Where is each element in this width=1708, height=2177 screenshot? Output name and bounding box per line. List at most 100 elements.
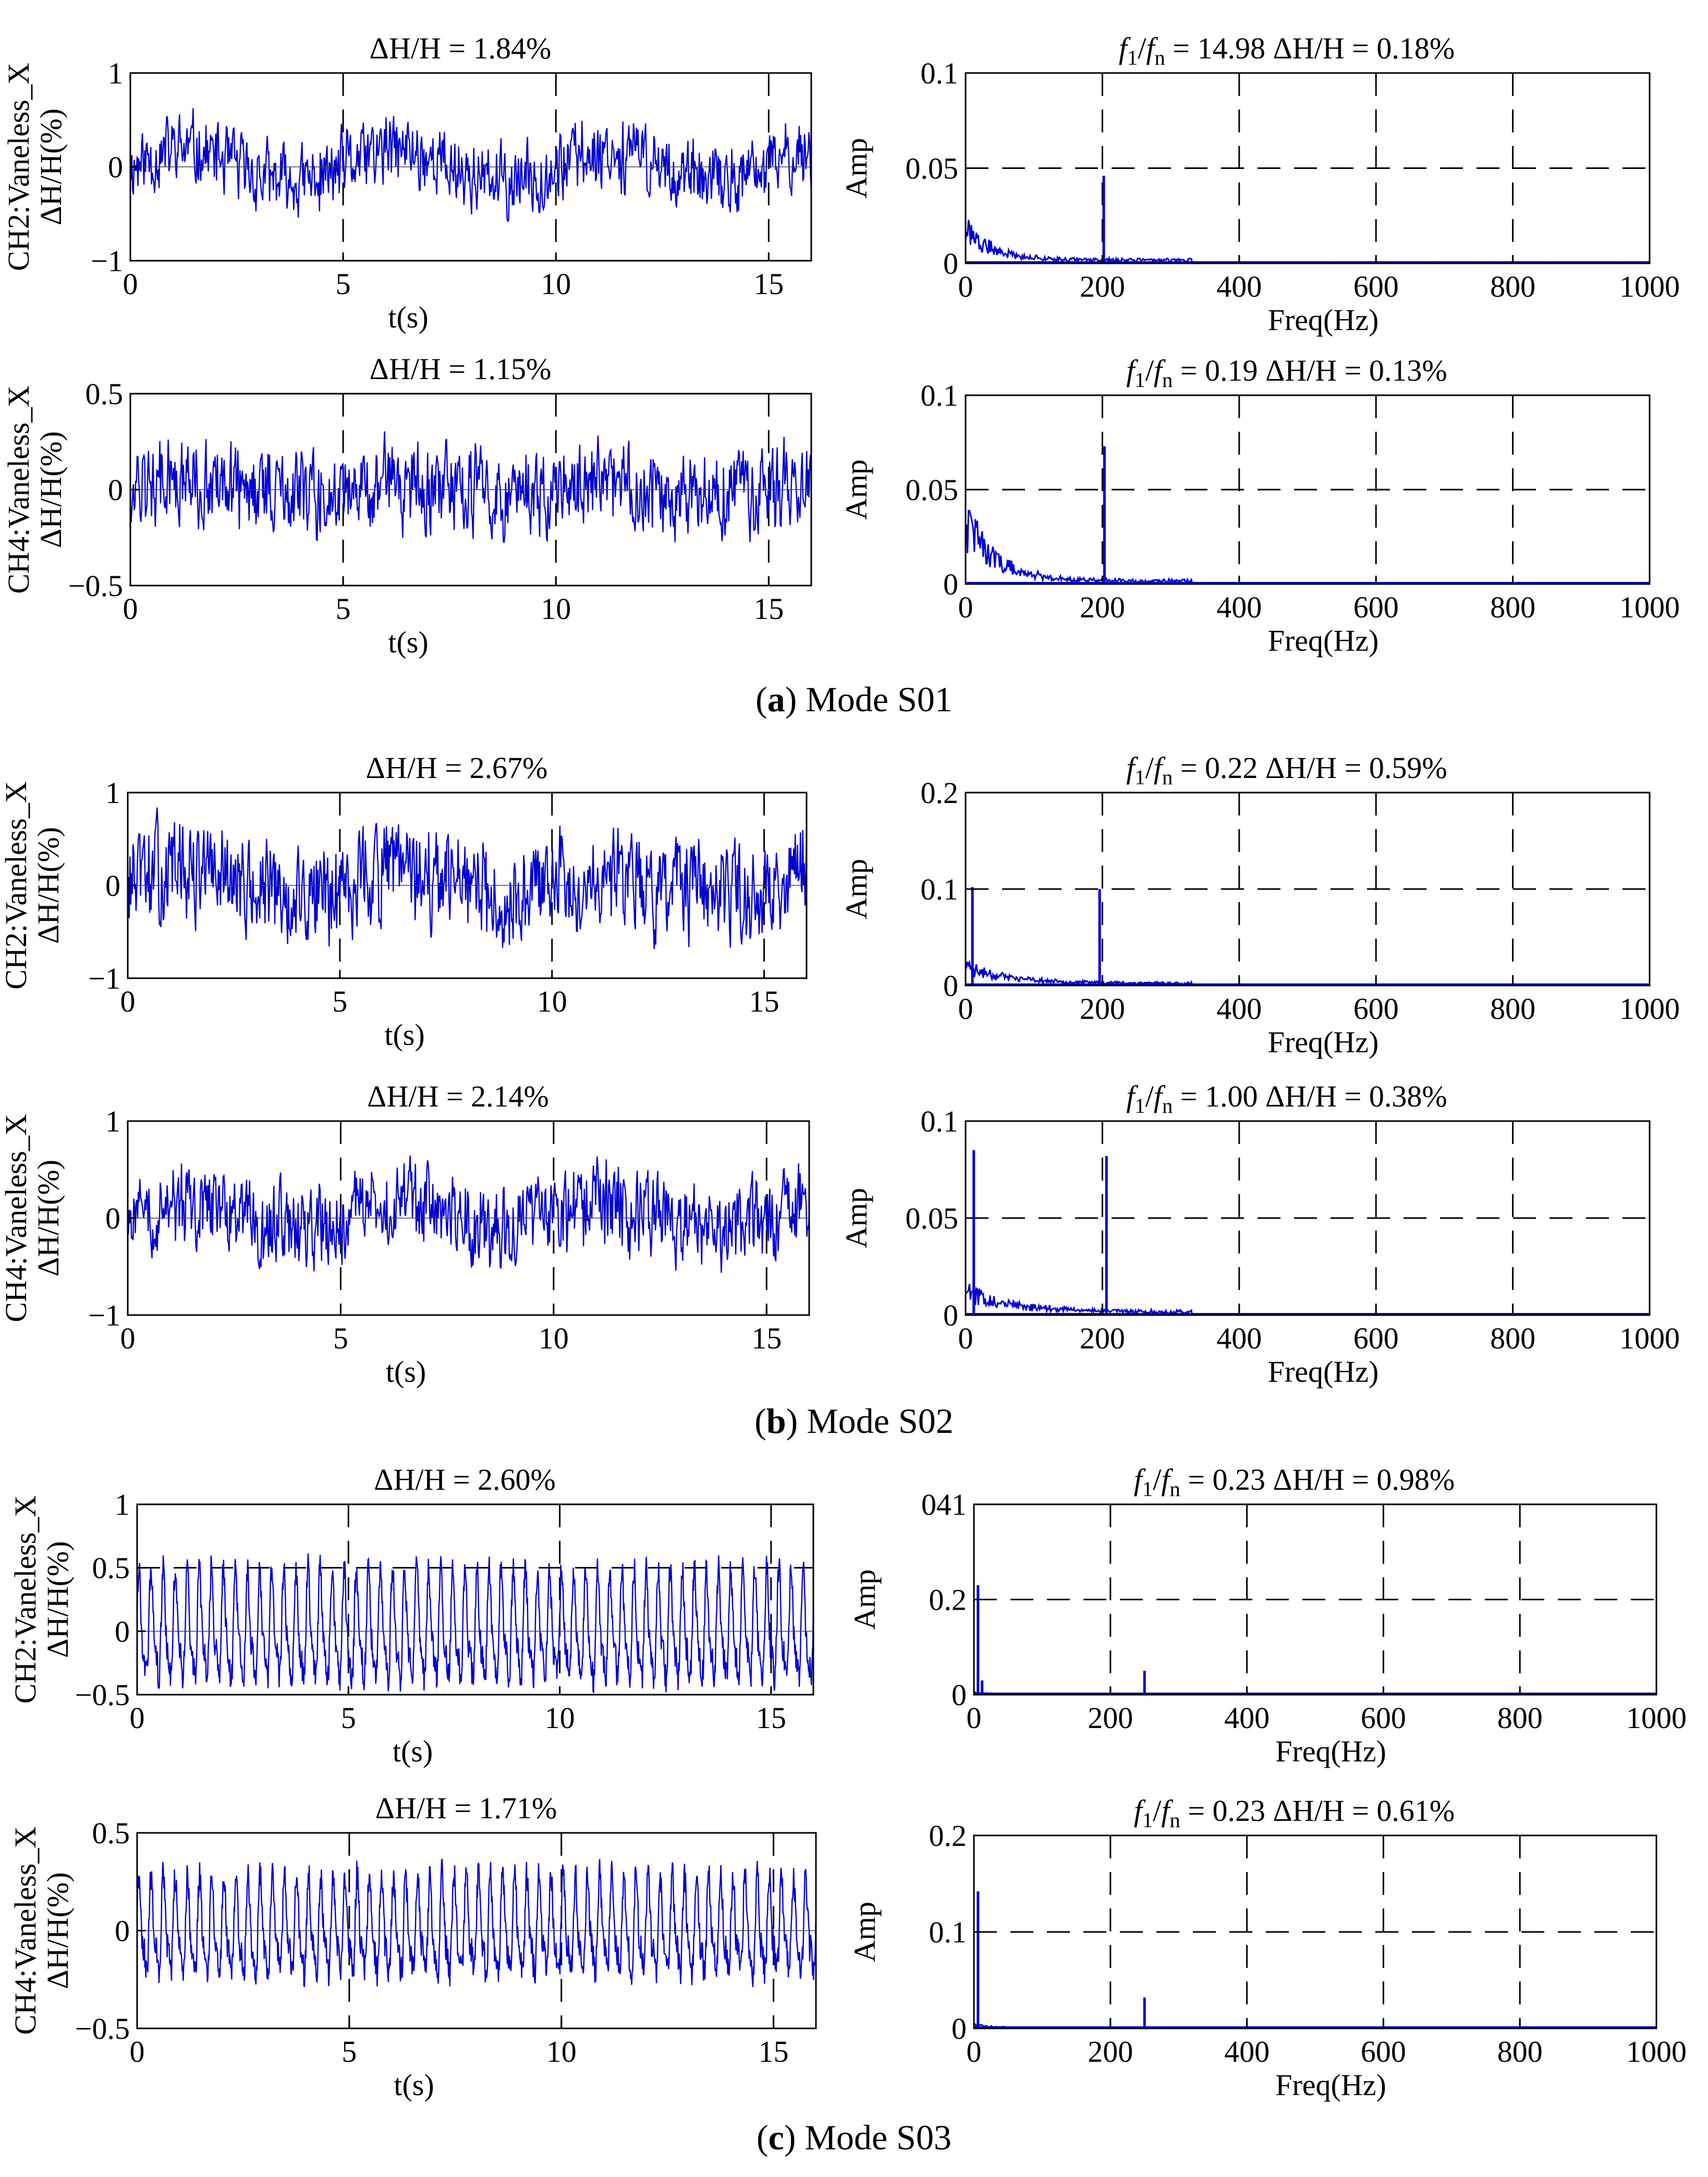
x-tick-label: 5	[332, 984, 347, 1018]
x-tick-label: 400	[1216, 270, 1262, 303]
x-tick-label: 1000	[1626, 1701, 1687, 1735]
x-tick-label: 800	[1490, 590, 1535, 624]
x-tick-label: 15	[753, 267, 784, 301]
y-axis-label: Amp	[839, 859, 873, 919]
chart-title: f1/fn = 14.98 ΔH/H = 0.18%	[1119, 31, 1455, 69]
y-tick-label: 0	[115, 1914, 130, 1948]
x-tick-label: 600	[1361, 1701, 1406, 1735]
x-tick-label: 15	[759, 2035, 789, 2069]
x-tick-label: 10	[546, 2035, 577, 2069]
x-tick-label: 10	[541, 267, 571, 301]
y-axis-label-channel: CH2:Vaneless_X	[2, 63, 35, 271]
chart-title: f1/fn = 0.19 ΔH/H = 0.13%	[1126, 354, 1447, 392]
y-axis-label-unit: ΔH/H(%)	[34, 108, 68, 225]
y-tick-label: 0.1	[921, 379, 959, 412]
x-tick-label: 200	[1080, 992, 1125, 1026]
caption-b: (b) Mode S02	[754, 1401, 954, 1441]
y-tick-label: −1	[91, 244, 123, 278]
y-tick-label: 0.05	[906, 473, 959, 507]
y-tick-label: 0.5	[92, 1551, 130, 1585]
x-tick-label: 0	[967, 1701, 982, 1735]
x-tick-label: 200	[1088, 1701, 1133, 1735]
x-tick-label: 1000	[1619, 590, 1680, 624]
y-axis-label: Amp	[848, 1570, 882, 1630]
x-tick-label: 5	[341, 1701, 356, 1735]
x-tick-label: 10	[539, 1321, 569, 1355]
x-tick-label: 200	[1080, 270, 1125, 303]
x-tick-label: 15	[749, 984, 779, 1018]
series-b-ch4-time	[127, 1155, 810, 1273]
y-tick-label: 1	[105, 776, 120, 810]
y-axis-label: Amp	[839, 1188, 873, 1248]
x-tick-label: 400	[1216, 1321, 1262, 1355]
y-tick-label: 0	[951, 2012, 967, 2046]
y-tick-label: −0.5	[75, 1678, 130, 1712]
y-axis-label-unit: ΔH/H(%)	[34, 431, 68, 548]
y-tick-label: 0	[105, 1201, 120, 1235]
y-axis-label-channel: CH2:Vaneless_X	[8, 1495, 42, 1704]
x-axis-label: t(s)	[393, 1734, 433, 1768]
y-axis-label: Amp	[848, 1902, 882, 1962]
x-tick-label: 5	[336, 592, 351, 626]
y-axis-label-unit: ΔH/H(%)	[41, 1872, 75, 1989]
y-axis-label-channel: CH4:Vaneless_X	[0, 1114, 33, 1322]
x-tick-label: 400	[1224, 1701, 1270, 1735]
x-axis-label: t(s)	[386, 1355, 426, 1389]
y-tick-label: 0.2	[929, 1583, 967, 1617]
x-tick-label: 1000	[1619, 1321, 1680, 1355]
x-tick-label: 0	[958, 270, 973, 303]
x-tick-label: 600	[1353, 992, 1399, 1026]
x-axis-label: t(s)	[388, 625, 428, 659]
chart-title: ΔH/H = 1.84%	[370, 31, 552, 65]
panel-c-ch2-spec: 0 200 400 600 800 1000 0 0.2 041 f1/fn = 0.23 ΔH/…	[848, 1463, 1687, 1768]
x-tick-label: 15	[753, 592, 784, 626]
x-tick-label: 1000	[1619, 270, 1680, 303]
y-tick-label: −0.5	[75, 2012, 130, 2046]
x-tick-label: 600	[1361, 2035, 1406, 2069]
y-tick-label: 0.05	[906, 152, 959, 186]
panel-b-ch2-spec: 0 200 400 600 800 1000 0 0.1 0.2 f1/fn = 0.22 ΔH/…	[839, 751, 1680, 1059]
x-tick-label: 200	[1088, 2035, 1133, 2069]
panel-b-ch4-spec: 0 200 400 600 800 1000 0 0.05 0.1 f1/fn = 1.00 ΔH…	[839, 1079, 1680, 1389]
y-tick-label: 0	[951, 1678, 967, 1712]
x-axis-label: Freq(Hz)	[1268, 1355, 1379, 1389]
series-c-ch2-time	[136, 1553, 814, 1694]
y-axis-label-unit: ΔH/H(%)	[31, 1160, 65, 1276]
x-tick-label: 10	[545, 1701, 575, 1735]
chart-title: ΔH/H = 2.67%	[366, 751, 548, 785]
x-axis-label: t(s)	[388, 300, 428, 334]
x-axis-label: Freq(Hz)	[1268, 1025, 1379, 1059]
x-axis-label: Freq(Hz)	[1275, 1734, 1386, 1768]
x-tick-label: 400	[1224, 2035, 1270, 2069]
caption-c: (c) Mode S03	[757, 2118, 951, 2157]
x-tick-label: 800	[1490, 992, 1535, 1026]
y-tick-label: 0.1	[929, 1915, 967, 1949]
x-axis-label: Freq(Hz)	[1268, 624, 1379, 658]
x-tick-label: 400	[1216, 590, 1262, 624]
y-tick-label: 0.5	[92, 1816, 130, 1850]
x-tick-label: 15	[756, 1701, 786, 1735]
caption-a: (a) Mode S01	[755, 679, 953, 719]
y-tick-label: 0.5	[86, 377, 124, 411]
x-axis-label: Freq(Hz)	[1268, 303, 1379, 337]
panel-c-ch4-spec: 0 200 400 600 800 1000 0 0.1 0.2 f1/fn = 0.23 ΔH/…	[848, 1794, 1687, 2102]
y-tick-label: 1	[115, 1488, 130, 1522]
y-tick-label: 0	[943, 567, 958, 601]
y-tick-label: 0	[108, 150, 123, 184]
x-tick-label: 200	[1080, 1321, 1125, 1355]
series-b-ch2-time	[127, 807, 808, 950]
x-tick-label: 5	[333, 1321, 348, 1355]
y-tick-label: 0	[943, 969, 958, 1003]
y-axis-label-channel: CH4:Vaneless_X	[8, 1827, 42, 2035]
y-tick-label: 041	[921, 1488, 967, 1522]
chart-title: ΔH/H = 2.14%	[367, 1079, 549, 1113]
x-tick-label: 5	[336, 267, 351, 301]
chart-title: f1/fn = 0.22 ΔH/H = 0.59%	[1126, 751, 1447, 789]
x-tick-label: 1000	[1626, 2035, 1687, 2069]
chart-title: f1/fn = 0.23 ΔH/H = 0.98%	[1134, 1463, 1455, 1501]
x-tick-label: 0	[958, 992, 973, 1026]
x-tick-label: 200	[1080, 590, 1125, 624]
chart-title: ΔH/H = 1.15%	[370, 352, 552, 386]
